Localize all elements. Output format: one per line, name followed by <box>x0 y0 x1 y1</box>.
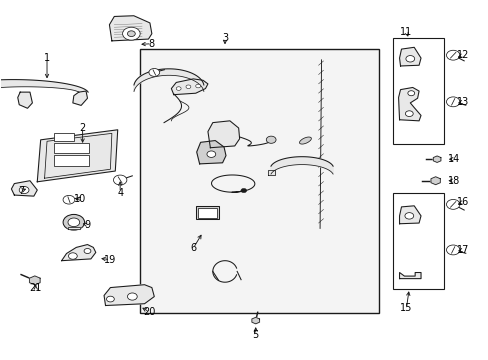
Circle shape <box>446 97 459 107</box>
Bar <box>392 39 444 144</box>
Text: 12: 12 <box>456 50 468 60</box>
Polygon shape <box>11 181 37 196</box>
Circle shape <box>127 31 135 37</box>
Text: 1: 1 <box>44 53 50 63</box>
Bar <box>195 206 219 220</box>
Circle shape <box>195 84 200 88</box>
Circle shape <box>68 253 77 259</box>
Text: 15: 15 <box>399 303 412 314</box>
Bar <box>198 208 216 218</box>
Polygon shape <box>18 92 32 108</box>
Circle shape <box>106 296 114 302</box>
Circle shape <box>63 195 75 204</box>
Text: 3: 3 <box>222 33 227 43</box>
Text: 17: 17 <box>456 245 468 255</box>
Polygon shape <box>207 121 239 148</box>
Bar <box>54 143 89 153</box>
Polygon shape <box>134 69 203 91</box>
Circle shape <box>176 87 181 90</box>
Polygon shape <box>109 16 152 41</box>
Polygon shape <box>171 79 207 95</box>
Circle shape <box>122 27 140 40</box>
Polygon shape <box>399 206 420 224</box>
Text: 19: 19 <box>104 255 116 265</box>
Text: 5: 5 <box>252 330 258 340</box>
Text: 21: 21 <box>30 283 42 293</box>
Polygon shape <box>267 170 274 175</box>
Polygon shape <box>270 157 332 174</box>
Circle shape <box>185 85 190 89</box>
Circle shape <box>407 91 414 96</box>
Circle shape <box>84 248 91 253</box>
Polygon shape <box>398 87 420 121</box>
Circle shape <box>405 111 412 117</box>
Polygon shape <box>251 318 259 324</box>
Circle shape <box>149 68 159 76</box>
Polygon shape <box>37 130 118 182</box>
Polygon shape <box>196 140 225 164</box>
Bar <box>392 193 444 289</box>
Circle shape <box>127 293 137 300</box>
Polygon shape <box>29 276 40 285</box>
Circle shape <box>405 55 414 62</box>
Circle shape <box>206 151 215 157</box>
Polygon shape <box>399 47 420 66</box>
Circle shape <box>63 215 84 230</box>
Circle shape <box>19 186 29 194</box>
Circle shape <box>241 188 246 193</box>
Text: 20: 20 <box>143 307 155 317</box>
Text: 18: 18 <box>447 176 459 186</box>
Text: 2: 2 <box>80 123 85 133</box>
Circle shape <box>404 213 413 219</box>
Circle shape <box>446 50 459 60</box>
Text: 8: 8 <box>148 39 155 49</box>
Text: 13: 13 <box>456 97 468 107</box>
Ellipse shape <box>299 137 311 144</box>
Polygon shape <box>432 156 440 162</box>
Text: 9: 9 <box>84 220 90 230</box>
Text: 6: 6 <box>190 243 196 253</box>
Polygon shape <box>104 285 154 306</box>
Bar <box>140 49 378 313</box>
Text: 4: 4 <box>117 188 123 198</box>
Circle shape <box>68 218 80 226</box>
Text: 16: 16 <box>456 197 468 207</box>
Text: 7: 7 <box>18 186 24 196</box>
Polygon shape <box>68 226 80 229</box>
Polygon shape <box>73 91 87 105</box>
Polygon shape <box>61 244 96 261</box>
Text: 11: 11 <box>400 27 412 37</box>
Circle shape <box>446 245 459 255</box>
Bar <box>54 134 74 141</box>
Circle shape <box>446 199 459 209</box>
Polygon shape <box>430 177 439 185</box>
Circle shape <box>113 175 126 185</box>
Bar <box>54 155 89 166</box>
Circle shape <box>266 136 276 143</box>
Polygon shape <box>399 273 420 279</box>
Text: 14: 14 <box>447 154 459 164</box>
Text: 10: 10 <box>73 194 85 204</box>
Polygon shape <box>0 80 88 92</box>
